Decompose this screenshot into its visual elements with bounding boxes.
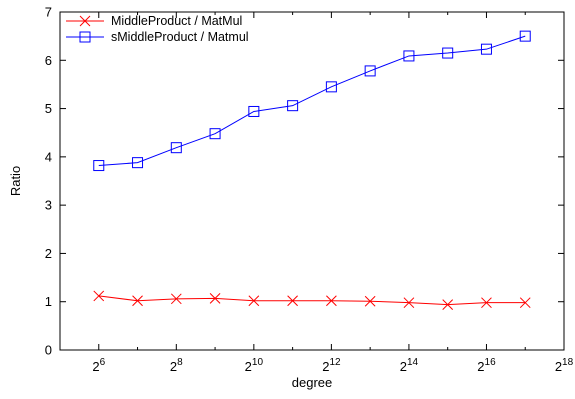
series-line-1	[98, 35, 526, 167]
legend-entry-0: MiddleProduct / MatMul	[66, 14, 242, 28]
legend-symbol-0	[79, 15, 91, 27]
data-point-0-6	[326, 295, 337, 307]
legend-marker-cross	[66, 15, 104, 27]
data-point-1-6	[325, 81, 337, 93]
data-point-0-10	[481, 297, 492, 309]
y-axis-label: Ratio	[8, 166, 23, 196]
data-point-1-8	[403, 50, 415, 62]
y-tick-label-7: 7	[45, 5, 52, 20]
y-tick-label-0: 0	[45, 343, 52, 358]
legend-symbol-1	[79, 31, 91, 43]
legend-entry-1: sMiddleProduct / Matmul	[66, 30, 249, 44]
series-line-0	[98, 295, 526, 306]
data-point-1-3	[209, 128, 221, 140]
x-tick-label-1: 28	[170, 357, 183, 374]
series-1	[93, 30, 531, 172]
data-point-0-4	[248, 295, 260, 307]
legend-label-1: sMiddleProduct / Matmul	[111, 30, 249, 44]
data-point-1-7	[364, 65, 376, 77]
data-point-1-4	[248, 105, 260, 117]
data-point-1-2	[170, 142, 182, 154]
data-point-1-5	[287, 100, 299, 112]
y-tick-label-6: 6	[45, 53, 52, 68]
data-point-1-10	[480, 43, 492, 55]
x-axis-label: degree	[292, 375, 332, 390]
data-point-0-11	[519, 297, 531, 309]
y-tick-label-1: 1	[45, 294, 52, 309]
data-point-0-9	[442, 299, 454, 310]
series-0	[93, 290, 531, 310]
x-tick-label-4: 214	[400, 357, 419, 374]
data-point-0-2	[170, 293, 182, 305]
data-point-0-5	[287, 295, 298, 307]
legend-label-0: MiddleProduct / MatMul	[111, 14, 242, 28]
y-tick-label-3: 3	[45, 198, 52, 213]
data-point-0-8	[403, 297, 415, 309]
x-tick-label-5: 216	[477, 357, 496, 374]
data-point-1-11	[519, 30, 531, 42]
x-tick-label-0: 26	[92, 357, 105, 374]
data-point-1-9	[442, 47, 454, 59]
y-tick-label-4: 4	[45, 149, 52, 164]
y-tick-label-2: 2	[45, 246, 52, 261]
legend-marker-square	[66, 31, 104, 43]
data-point-0-0	[93, 290, 105, 302]
data-point-1-1	[132, 157, 144, 169]
x-tick-label-6: 218	[555, 357, 574, 374]
y-tick-label-5: 5	[45, 101, 52, 116]
data-point-0-1	[132, 295, 143, 307]
data-point-1-0	[93, 160, 105, 172]
legend: MiddleProduct / MatMul sMiddleProduct / …	[66, 14, 249, 44]
x-tick-label-3: 212	[322, 357, 341, 374]
data-point-0-3	[209, 292, 221, 304]
axis-ticks: 0 1 2 3 4 5 6 7 26 28 210 212 214 216 218	[45, 5, 574, 375]
plot-frame	[59, 11, 565, 351]
data-point-0-7	[364, 295, 376, 307]
x-tick-label-2: 210	[245, 357, 264, 374]
series-layer	[93, 30, 531, 310]
